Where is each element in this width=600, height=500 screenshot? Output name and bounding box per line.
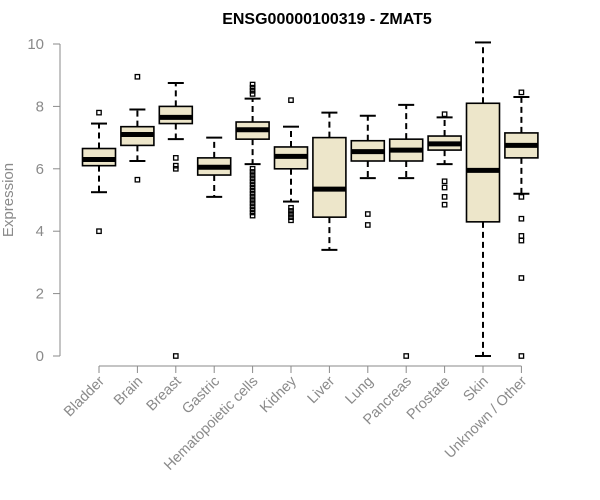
x-tick-label: Bladder: [61, 373, 108, 420]
outlier-point: [441, 178, 448, 185]
outlier-point: [172, 155, 179, 161]
outlier-point: [249, 200, 256, 206]
outlier-point: [441, 111, 448, 118]
chart-title: ENSG00000100319 - ZMAT5: [222, 11, 432, 28]
outlier-point: [441, 194, 448, 200]
outlier-point: [403, 353, 410, 359]
outlier-point: [288, 211, 294, 217]
outlier-point: [249, 206, 256, 213]
outlier-point: [288, 214, 294, 221]
outlier-point: [249, 165, 256, 172]
outlier-point: [249, 81, 256, 88]
box-hematopoietic-cells: [235, 81, 270, 219]
outlier-point: [249, 169, 256, 175]
box-series: [81, 41, 539, 359]
box-gastric: [196, 136, 232, 198]
outlier-point: [249, 87, 256, 94]
outlier-point: [249, 190, 256, 197]
y-tick-label: 8: [36, 98, 44, 115]
outlier-point: [249, 187, 256, 194]
y-tick-label: 10: [27, 36, 44, 53]
outlier-point: [288, 208, 294, 214]
outlier-point: [518, 194, 525, 200]
iqr-box: [465, 102, 501, 223]
outlier-point: [134, 73, 141, 80]
x-tick-label: Brain: [111, 374, 146, 409]
x-tick-label: Liver: [305, 373, 339, 407]
y-tick-label: 4: [36, 223, 44, 240]
outlier-point: [249, 91, 256, 97]
box-bladder: [81, 109, 117, 235]
box-liver: [312, 111, 347, 251]
outlier-point: [134, 176, 141, 183]
box-prostate: [427, 111, 462, 208]
outlier-point: [288, 97, 294, 104]
outlier-point: [441, 201, 448, 208]
outlier-point: [172, 353, 179, 359]
box-breast: [158, 82, 194, 359]
outlier-point: [518, 353, 525, 359]
outlier-point: [249, 212, 256, 219]
outlier-point: [518, 237, 525, 244]
outlier-point: [172, 165, 179, 172]
x-tick-label: Prostate: [404, 374, 453, 423]
outlier-point: [518, 233, 525, 239]
outlier-point: [96, 228, 102, 235]
outlier-point: [249, 197, 256, 203]
outlier-point: [249, 175, 256, 182]
outlier-point: [364, 211, 371, 217]
x-tick-label: Kidney: [257, 373, 300, 416]
outlier-point: [96, 109, 102, 116]
iqr-box: [312, 136, 347, 218]
outlier-point: [172, 162, 179, 169]
outlier-point: [288, 217, 294, 224]
outlier-point: [249, 194, 256, 200]
x-tick-label: Lung: [342, 374, 376, 408]
x-tick-label: Breast: [144, 374, 185, 415]
y-axis-label: Expression: [0, 163, 17, 237]
box-brain: [120, 73, 155, 183]
box-kidney: [273, 97, 309, 224]
outlier-point: [288, 204, 294, 211]
outlier-point: [518, 275, 525, 281]
y-tick-label: 2: [36, 286, 44, 303]
box-unknown-other: [504, 89, 539, 359]
outlier-point: [249, 178, 256, 185]
y-tick-label: 0: [36, 348, 44, 365]
box-skin: [465, 41, 501, 357]
outlier-point: [249, 84, 256, 91]
outlier-point: [249, 181, 256, 188]
outlier-point: [441, 184, 448, 191]
outlier-point: [518, 215, 525, 222]
outlier-point: [249, 184, 256, 191]
outlier-point: [364, 222, 371, 228]
outlier-point: [518, 89, 525, 96]
outlier-point: [249, 172, 256, 178]
outlier-point: [249, 203, 256, 210]
x-tick-label: Skin: [461, 374, 492, 405]
outlier-point: [249, 209, 256, 216]
y-axis: 0 2 4 6 8 10: [27, 36, 61, 365]
box-lung: [350, 114, 386, 228]
y-tick-label: 6: [36, 161, 44, 178]
box-pancreas: [388, 103, 424, 359]
